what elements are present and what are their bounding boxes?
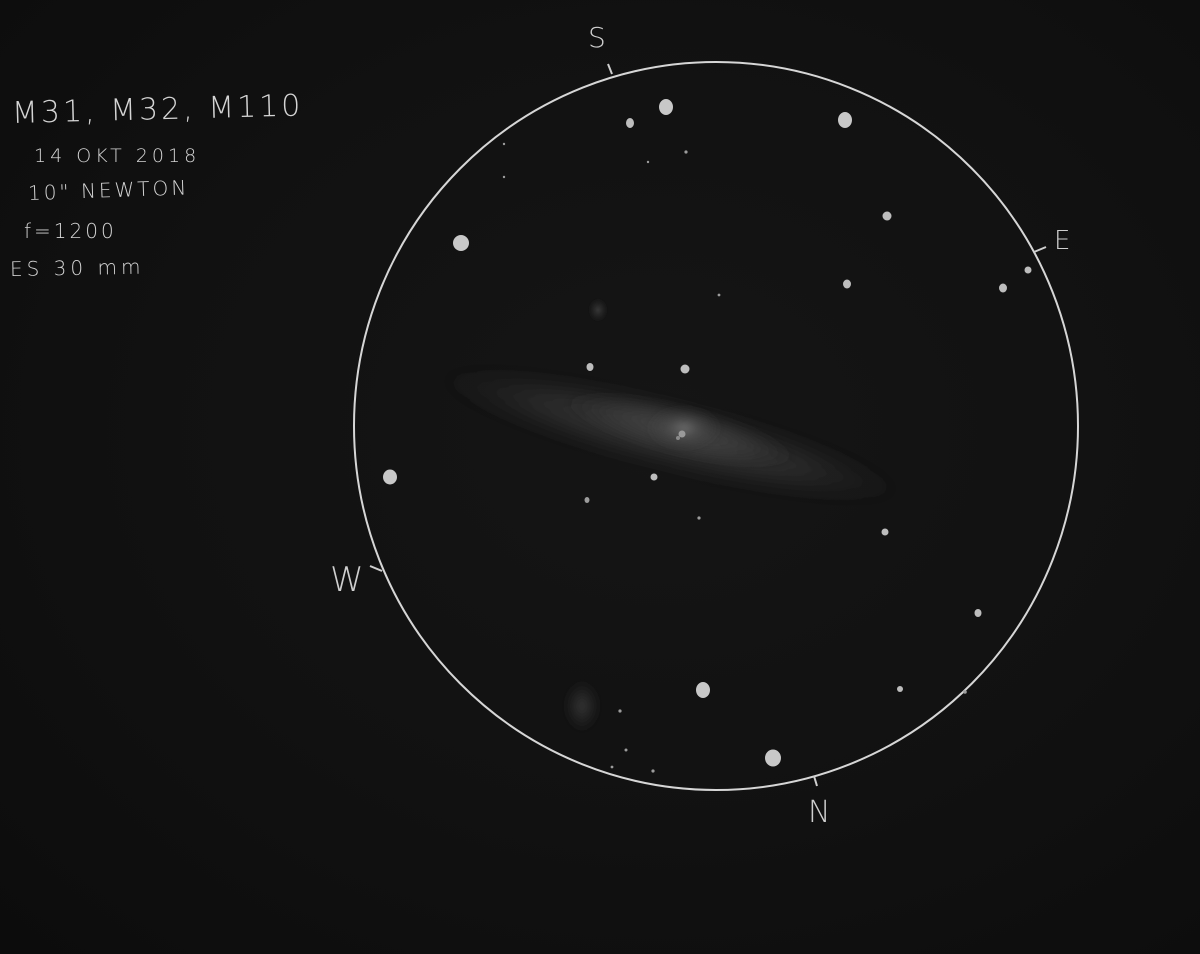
star xyxy=(502,175,506,179)
star-field xyxy=(383,99,1032,773)
east-label: E xyxy=(1054,226,1071,256)
star xyxy=(696,682,710,698)
south-tick xyxy=(607,63,613,75)
west-label: W xyxy=(330,560,364,600)
star xyxy=(659,99,673,115)
star xyxy=(650,473,658,481)
star xyxy=(974,609,982,617)
south-label: S xyxy=(588,21,606,54)
star xyxy=(697,516,701,520)
star xyxy=(651,769,655,773)
star xyxy=(626,118,634,128)
star xyxy=(897,686,903,692)
m31-galaxy xyxy=(436,368,904,502)
star xyxy=(843,279,851,289)
star xyxy=(618,709,622,713)
star xyxy=(680,364,690,374)
star xyxy=(453,235,469,251)
star xyxy=(624,748,628,752)
m32-galaxy xyxy=(588,298,608,322)
star xyxy=(765,749,781,767)
star xyxy=(646,160,650,164)
north-tick xyxy=(813,775,818,787)
star xyxy=(999,283,1007,293)
focal-length-label: f=1200 xyxy=(24,219,117,243)
star xyxy=(502,142,506,146)
west-tick xyxy=(369,565,383,572)
m110-galaxy xyxy=(564,680,600,732)
north-label: N xyxy=(808,795,831,830)
star xyxy=(684,150,688,154)
east-tick xyxy=(1033,246,1047,253)
star xyxy=(963,690,967,694)
observation-notes: M31, M32, M110 14 OKT 2018 10" NEWTON f=… xyxy=(10,88,304,281)
star xyxy=(717,293,721,297)
star xyxy=(838,112,852,128)
star xyxy=(882,211,892,221)
star xyxy=(586,363,594,371)
star xyxy=(1024,266,1032,274)
star xyxy=(584,497,590,503)
star xyxy=(881,528,889,536)
field-of-view-circle xyxy=(353,61,1079,791)
star xyxy=(610,765,614,769)
observation-date: 14 OKT 2018 xyxy=(34,145,201,167)
star xyxy=(383,469,397,485)
